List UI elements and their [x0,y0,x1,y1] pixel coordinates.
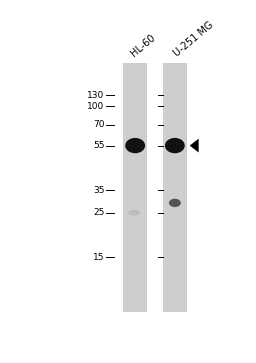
Text: 15: 15 [93,253,104,262]
Text: 25: 25 [93,208,104,217]
Text: 70: 70 [93,120,104,129]
Text: HL-60: HL-60 [129,33,157,59]
Polygon shape [190,139,199,152]
Text: 130: 130 [87,91,104,100]
Bar [163,63,187,312]
Text: 35: 35 [93,186,104,195]
Text: 55: 55 [93,141,104,150]
Bar [123,63,147,312]
Ellipse shape [169,199,181,207]
Text: U-251 MG: U-251 MG [172,20,215,59]
Ellipse shape [165,138,185,153]
Text: 100: 100 [87,102,104,111]
Ellipse shape [128,210,140,216]
Ellipse shape [125,138,145,153]
